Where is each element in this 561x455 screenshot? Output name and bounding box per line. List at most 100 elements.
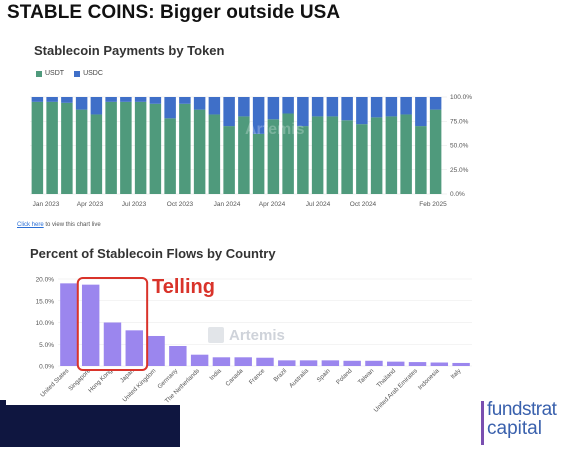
chart-1-bar-usdc — [400, 97, 412, 115]
chart-1-bar-usdt — [105, 101, 117, 194]
chart-1-bar-usdt — [208, 114, 221, 194]
chart-1-bar-usdt — [223, 126, 235, 194]
chart-1-bar-usdc — [223, 97, 235, 127]
legend-label-usdc: USDC — [83, 70, 103, 77]
chart-2-xtick-label: Canada — [224, 367, 245, 388]
chart-1-bar-usdc — [297, 97, 309, 127]
chart-1-bar-usdc — [134, 97, 147, 102]
chart-1-bar-usdc — [341, 97, 353, 121]
chart-2-bar — [147, 335, 165, 366]
chart-1-xtick-label: Jul 2024 — [306, 201, 331, 208]
chart-2-bar — [365, 360, 383, 366]
chart-1-bar-usdc — [252, 97, 265, 134]
chart-1-ytick-label: 75.0% — [450, 118, 469, 125]
chart-2-bar — [299, 360, 318, 366]
telling-annotation: Telling — [152, 276, 215, 298]
chart-1-live-link[interactable]: Click here — [17, 222, 44, 228]
chart-1-title: Stablecoin Payments by Token — [34, 43, 225, 58]
chart-2-watermark: Artemis — [229, 327, 285, 344]
chart-1-bar-usdc — [429, 97, 442, 110]
slide-title: STABLE COINS: Bigger outside USA — [7, 2, 341, 23]
chart-1-bar-usdt — [311, 116, 324, 194]
chart-1-xtick-label: Jan 2024 — [214, 201, 241, 208]
chart-1-bar-usdt — [282, 113, 294, 194]
chart-2-ytick-label: 0.0% — [39, 364, 54, 371]
legend-swatch-usdc — [74, 70, 81, 77]
chart-1-bar-usdc — [193, 97, 206, 110]
chart-1-bar-usdc — [238, 97, 250, 117]
chart-2-ytick-label: 15.0% — [36, 298, 55, 305]
chart-2-xtick-label: France — [248, 367, 267, 386]
chart-1-xtick-label: Jul 2023 — [122, 201, 147, 208]
chart-2-xtick-label: Australia — [288, 367, 310, 389]
chart-2-bar — [321, 360, 340, 366]
chart-1-bar-usdc — [356, 97, 368, 125]
chart-1-bar-usdt — [370, 117, 383, 194]
chart-1-bar-usdt — [193, 109, 206, 194]
chart-2-xtick-label: Hong Kong — [87, 367, 114, 394]
chart-1-bar-usdt — [297, 126, 309, 194]
logo-accent-bar — [481, 401, 484, 445]
chart-1-watermark: Artemis — [245, 121, 305, 138]
chart-2-ytick-label: 5.0% — [39, 342, 54, 349]
chart-1-bar-usdc — [164, 97, 176, 119]
legend-label-usdt: USDT — [45, 70, 65, 77]
chart-2-bar — [343, 360, 361, 366]
logo-text: fundstrat capital — [487, 400, 557, 438]
chart-1-bar-usdc — [267, 97, 280, 120]
chart-1-live-text: to view this chart live — [45, 222, 101, 228]
chart-1-bar-usdc — [179, 97, 191, 104]
chart-1-bar-usdc — [370, 97, 383, 118]
chart-1-bar-usdc — [415, 97, 427, 127]
chart-1-bar-usdt — [90, 114, 103, 194]
chart-1-bar-usdc — [90, 97, 103, 115]
chart-2-bar — [430, 362, 449, 366]
chart-1-xtick-label: Apr 2024 — [259, 201, 286, 208]
chart-2-bar — [256, 357, 274, 366]
chart-1-bar-usdt — [326, 116, 339, 194]
chart-1-bar-usdc — [61, 97, 73, 103]
chart-2-bar — [387, 361, 405, 366]
chart-2-xtick-label: Spain — [316, 367, 333, 384]
chart-1-bar-usdt — [267, 119, 280, 194]
chart-1-bar-usdt — [75, 109, 88, 194]
chart-1-xtick-label: Oct 2023 — [167, 201, 194, 208]
chart-1-bar-usdc — [46, 97, 58, 102]
chart-1-ytick-label: 0.0% — [450, 191, 465, 198]
chart-2-xtick-label: Indonesia — [417, 367, 441, 391]
chart-1-ytick-label: 100.0% — [450, 94, 472, 101]
chart-1-bar-usdt — [341, 120, 353, 194]
legend-item-usdc[interactable]: USDC — [74, 70, 103, 77]
chart-1-bar-usdc — [149, 97, 162, 104]
chart-2-bar — [81, 284, 100, 366]
chart-1-xtick-label: Apr 2023 — [77, 201, 104, 208]
chart-1-bar-usdt — [120, 101, 132, 194]
chart-2-xtick-label: India — [208, 367, 223, 382]
chart-1-bar-usdt — [400, 114, 412, 194]
chart-1-bar-usdc — [282, 97, 294, 114]
chart-1-bar-usdt — [429, 109, 442, 194]
chart-2-ytick-label: 20.0% — [36, 277, 55, 284]
chart-2-xtick-label: Brazil — [272, 367, 288, 383]
chart-2-bar — [190, 354, 209, 366]
overlay-banner — [0, 405, 180, 447]
chart-2-bar — [60, 283, 78, 366]
chart-1-legend: USDT USDC — [36, 70, 103, 77]
chart-1-xtick-label: Feb 2025 — [419, 201, 447, 208]
chart-1-xtick-label: Oct 2024 — [350, 201, 377, 208]
chart-1-live-note: Click here to view this chart live — [17, 222, 101, 228]
chart-1-bar-usdt — [164, 118, 176, 194]
chart-2-xtick-label: United Arab Emirates — [373, 367, 419, 413]
chart-1-bar-usdt — [134, 101, 147, 194]
chart-1-bar-usdt — [356, 124, 368, 194]
legend-item-usdt[interactable]: USDT — [36, 70, 64, 77]
chart-1-bar-usdt — [61, 102, 73, 194]
chart-2-bar — [234, 357, 252, 366]
chart-2-bar — [212, 357, 231, 366]
chart-2-bar — [169, 345, 187, 366]
chart-1-bar-usdc — [311, 97, 324, 117]
chart-1-bar-usdc — [385, 97, 398, 117]
fundstrat-logo: fundstrat capital — [481, 398, 557, 452]
chart-1-bar-usdt — [415, 126, 427, 194]
chart-2-xtick-label: Poland — [335, 367, 354, 386]
